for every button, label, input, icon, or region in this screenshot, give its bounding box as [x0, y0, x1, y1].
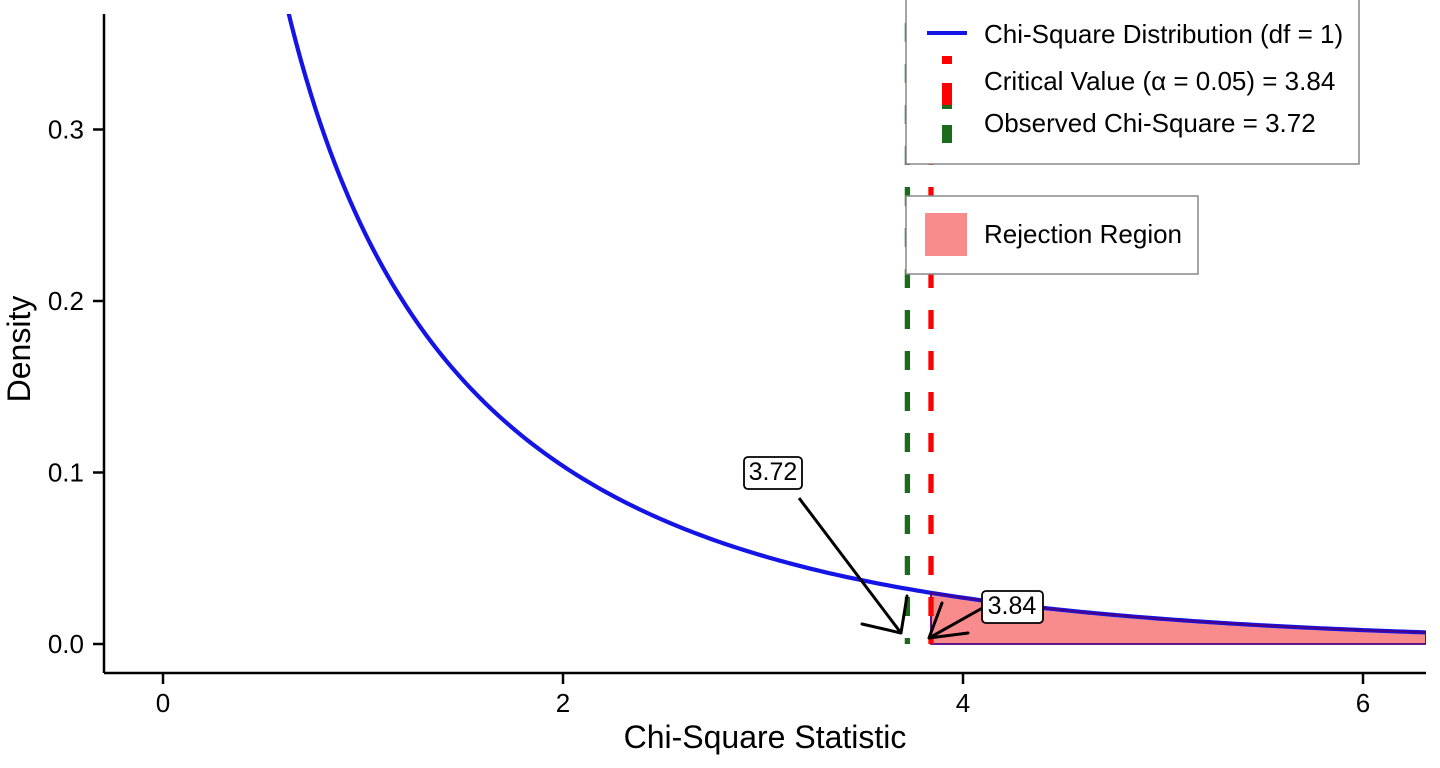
- svg-text:0: 0: [156, 688, 170, 718]
- svg-text:4: 4: [956, 688, 970, 718]
- svg-text:Density: Density: [1, 296, 37, 403]
- svg-text:0.3: 0.3: [48, 115, 84, 145]
- svg-text:6: 6: [1356, 688, 1370, 718]
- svg-text:2: 2: [556, 688, 570, 718]
- svg-text:Chi-Square Distribution (df =: Chi-Square Distribution (df = 1): [984, 19, 1343, 49]
- svg-text:Chi-Square Statistic: Chi-Square Statistic: [624, 719, 907, 755]
- svg-text:Critical Value (α = 0.05) = 3.: Critical Value (α = 0.05) = 3.84: [984, 66, 1335, 96]
- svg-text:Rejection Region: Rejection Region: [984, 219, 1182, 249]
- svg-text:0.0: 0.0: [48, 629, 84, 659]
- svg-text:3.72: 3.72: [749, 458, 798, 486]
- svg-text:3.84: 3.84: [988, 592, 1037, 620]
- svg-text:0.2: 0.2: [48, 286, 84, 316]
- svg-text:Observed Chi-Square = 3.72: Observed Chi-Square = 3.72: [984, 108, 1316, 138]
- svg-text:0.1: 0.1: [48, 458, 84, 488]
